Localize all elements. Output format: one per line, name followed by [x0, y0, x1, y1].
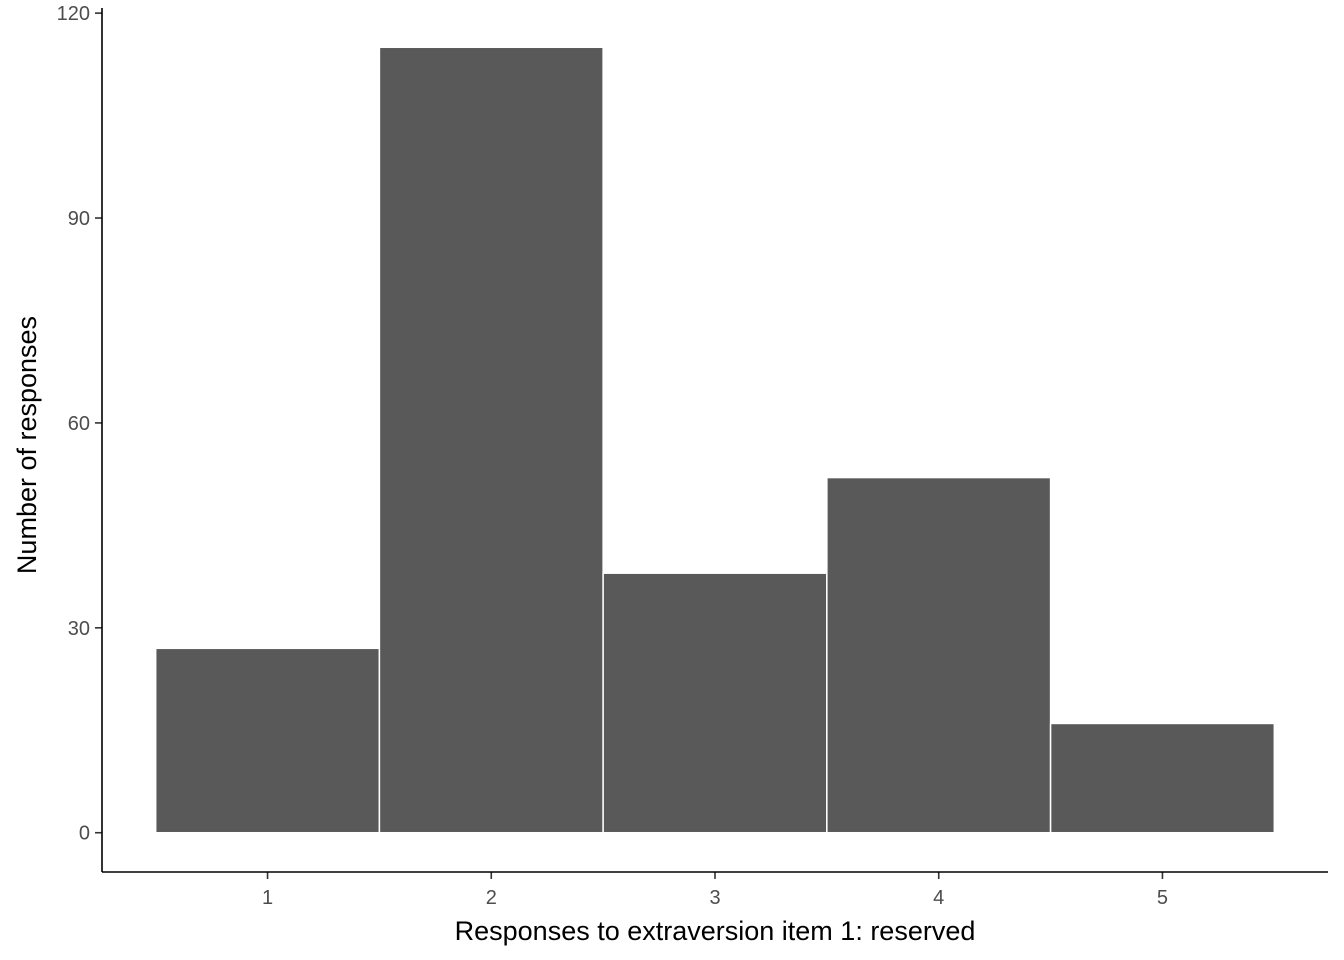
x-tick-label-4: 4: [933, 887, 944, 909]
x-tick-label-2: 2: [486, 887, 497, 909]
x-axis-title: Responses to extraversion item 1: reserv…: [455, 916, 976, 946]
y-tick-label-60: 60: [68, 413, 90, 435]
y-axis-title: Number of responses: [12, 316, 42, 574]
y-axis-ticks: 0 30 60 90 120: [57, 3, 102, 845]
x-tick-label-5: 5: [1157, 887, 1168, 909]
bar-2: [378, 46, 604, 834]
x-tick-label-3: 3: [709, 887, 720, 909]
x-tick-label-1: 1: [262, 887, 273, 909]
y-tick-label-0: 0: [79, 823, 90, 845]
bar-3: [602, 572, 828, 834]
y-tick-label-120: 120: [57, 3, 90, 25]
x-axis-ticks: 1 2 3 4 5: [262, 872, 1168, 909]
bar-5: [1049, 722, 1276, 834]
y-tick-label-90: 90: [68, 208, 90, 230]
bar-group: [154, 46, 1276, 834]
bar-4: [826, 476, 1052, 834]
bar-1: [154, 647, 381, 834]
y-tick-label-30: 30: [68, 618, 90, 640]
